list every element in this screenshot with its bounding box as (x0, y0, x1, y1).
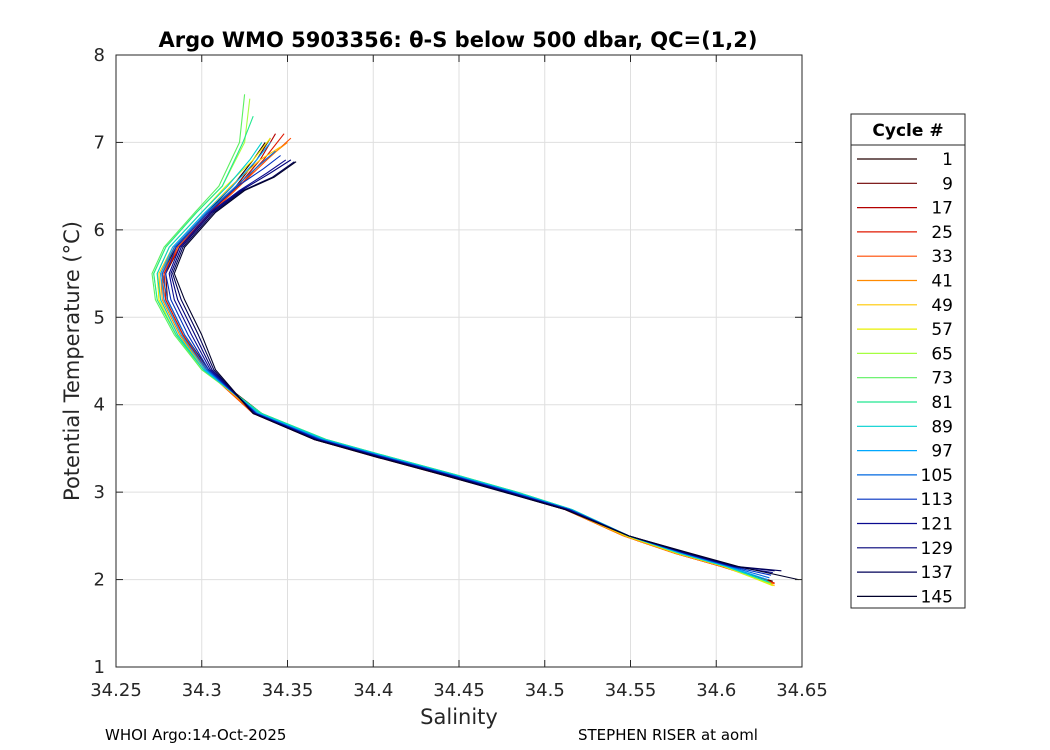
x-tick-label: 34.3 (182, 680, 222, 701)
y-tick-label: 6 (94, 220, 105, 241)
legend-label: 57 (931, 320, 953, 340)
x-tick-label: 34.4 (353, 680, 393, 701)
y-tick-label: 5 (94, 307, 105, 328)
footer-left: WHOI Argo:14-Oct-2025 (105, 726, 286, 744)
chart-title: Argo WMO 5903356: θ-S below 500 dbar, QC… (159, 28, 758, 52)
legend-label: 25 (931, 223, 953, 243)
legend-label: 1 (942, 150, 953, 170)
legend-label: 65 (931, 344, 953, 364)
footer-right: STEPHEN RISER at aoml (578, 726, 758, 744)
legend-label: 73 (931, 369, 953, 389)
legend-label: 145 (921, 587, 953, 607)
legend-label: 49 (931, 296, 953, 316)
legend: Cycle # 1 9 17 25 33 41 49 57 65 73 81 89 97 105 113 12… (850, 113, 966, 609)
x-tick-label: 34.35 (262, 680, 314, 701)
legend-label: 41 (931, 272, 953, 292)
tick-marks (115, 54, 803, 668)
y-tick-label: 7 (94, 132, 105, 153)
legend-label: 137 (921, 563, 953, 583)
legend-label: 17 (931, 199, 953, 219)
x-tick-label: 34.25 (90, 680, 142, 701)
x-tick-label: 34.45 (433, 680, 485, 701)
legend-label: 105 (921, 466, 953, 486)
x-tick-label: 34.55 (605, 680, 657, 701)
x-tick-labels: 34.25 34.3 34.35 34.4 34.45 34.5 34.55 34.6 34.6… (90, 680, 828, 701)
legend-label: 81 (931, 393, 953, 413)
legend-label: 97 (931, 442, 953, 462)
legend-label: 129 (921, 539, 953, 559)
legend-label: 33 (931, 247, 953, 267)
series-lines (151, 94, 799, 587)
y-tick-labels: 1 2 3 4 5 6 7 8 (94, 45, 105, 678)
legend-title: Cycle # (872, 121, 943, 141)
y-axis-label: Potential Temperature (°C) (60, 221, 84, 501)
x-tick-label: 34.6 (696, 680, 736, 701)
legend-entries: 1 9 17 25 33 41 49 57 65 73 81 89 97 105 113 121 129 137 1… (857, 150, 953, 607)
y-tick-label: 8 (94, 45, 105, 66)
legend-box (850, 113, 966, 609)
x-tick-label: 34.65 (776, 680, 828, 701)
x-axis-label: Salinity (420, 705, 498, 729)
y-tick-label: 2 (94, 570, 105, 591)
legend-label: 113 (921, 490, 953, 510)
legend-label: 121 (921, 515, 953, 535)
x-tick-label: 34.5 (525, 680, 565, 701)
y-tick-label: 1 (94, 657, 105, 678)
legend-label: 9 (942, 174, 953, 194)
y-tick-label: 3 (94, 482, 105, 503)
legend-label: 89 (931, 417, 953, 437)
y-tick-label: 4 (94, 395, 105, 416)
series-line-cycle-145 (173, 161, 799, 581)
